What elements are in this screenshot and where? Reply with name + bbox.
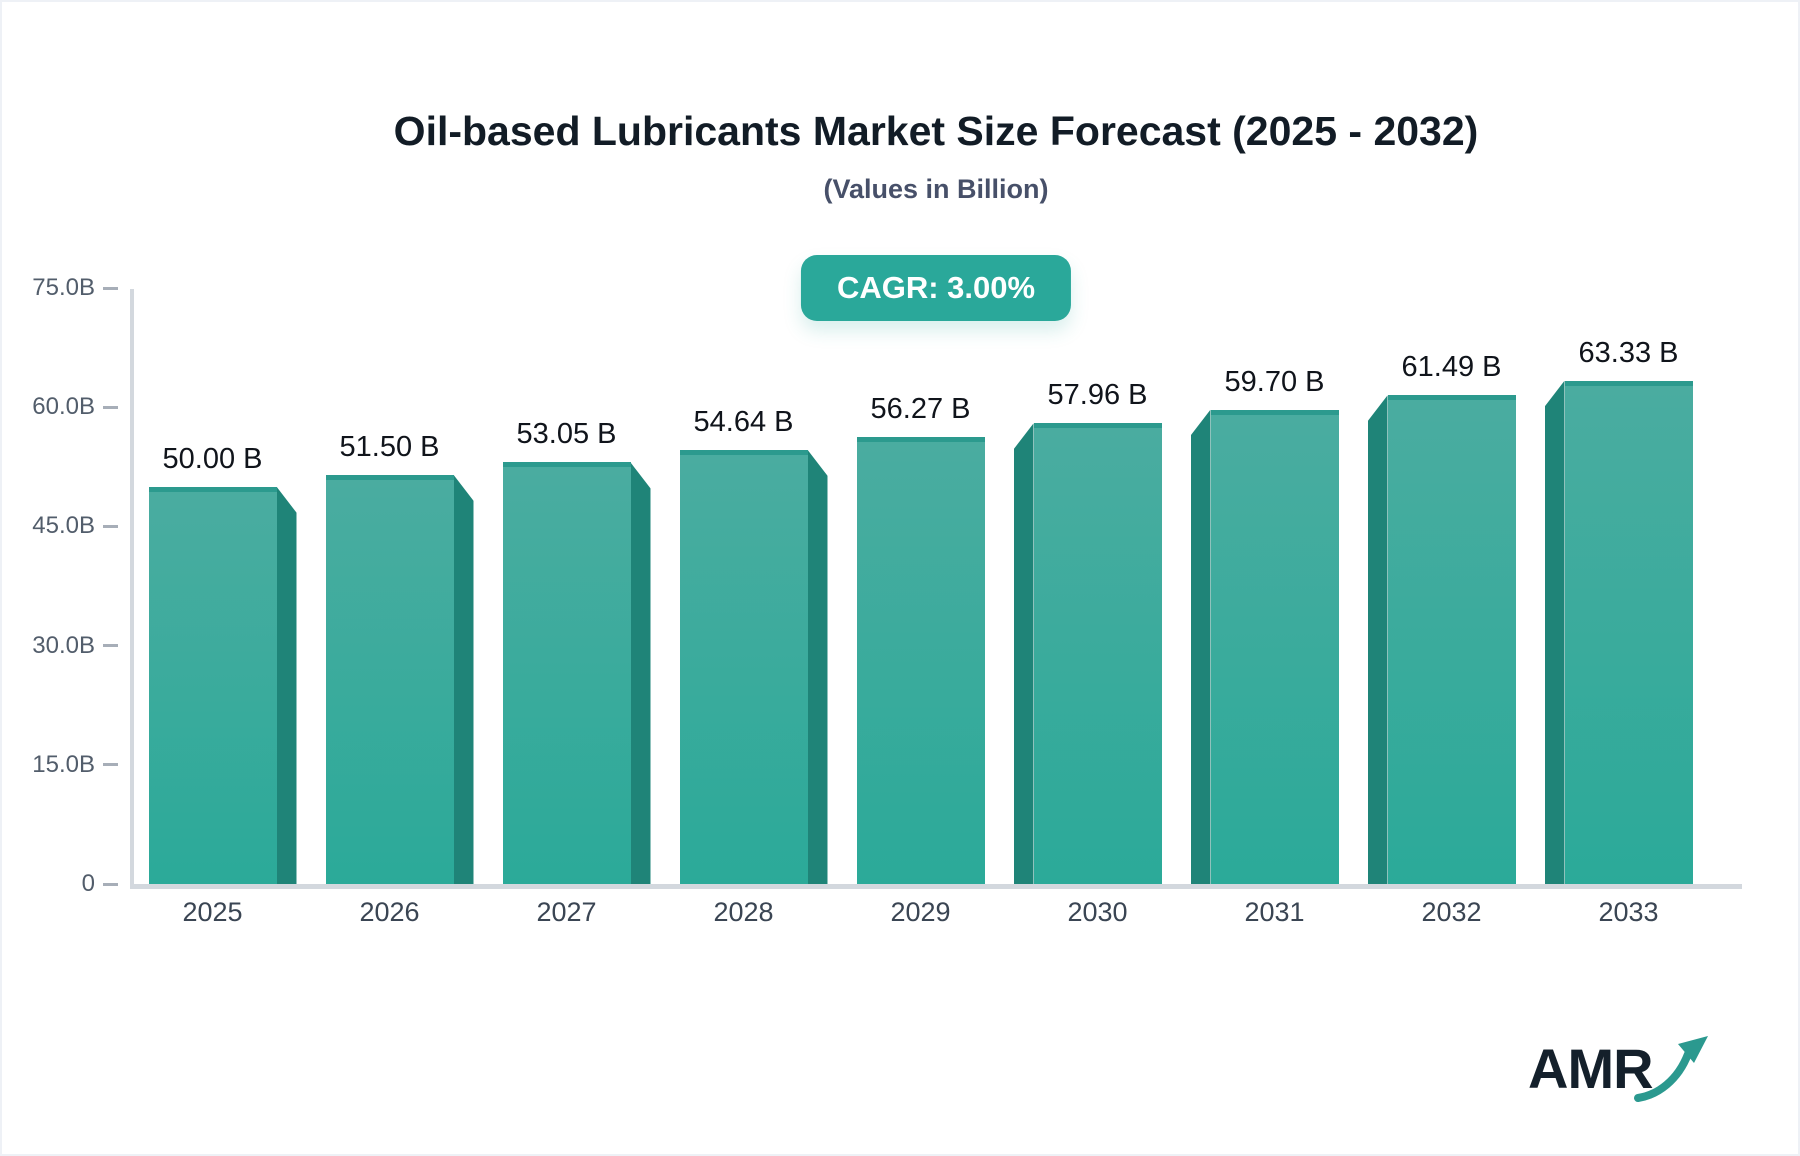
bar-value-label: 57.96 B — [1047, 379, 1148, 412]
bar-side-face — [630, 462, 651, 884]
bar-value-label: 63.33 B — [1578, 336, 1679, 369]
x-category-label: 2026 — [359, 897, 420, 927]
bar-2029 — [856, 436, 985, 884]
bar-value-label: 53.05 B — [516, 418, 617, 451]
bar-2026 — [325, 474, 454, 884]
x-category-label: 2031 — [1244, 897, 1305, 927]
x-category-label: 2030 — [1067, 897, 1128, 927]
x-category-label: 2032 — [1421, 897, 1482, 927]
x-category-label: 2029 — [890, 897, 951, 927]
bar-2025 — [148, 486, 277, 884]
y-tick-mark — [103, 882, 118, 886]
amr-logo-text: AMR — [1528, 1037, 1654, 1100]
x-category-label: 2033 — [1598, 897, 1659, 927]
chart-title: Oil-based Lubricants Market Size Forecas… — [393, 108, 1479, 154]
y-tick-mark — [103, 405, 118, 409]
y-tick-label: 45.0B — [32, 512, 95, 540]
bar-side-face — [1190, 409, 1211, 884]
bar-2032 — [1387, 395, 1516, 884]
x-category-label: 2027 — [536, 897, 597, 927]
bar-side-face — [807, 449, 828, 884]
y-tick-label: 0 — [81, 870, 95, 897]
y-tick-mark — [103, 644, 118, 648]
y-tick-label: 30.0B — [32, 631, 95, 659]
bar-value-label: 61.49 B — [1401, 351, 1502, 384]
y-tick-mark — [103, 286, 118, 290]
bar-2030 — [1033, 423, 1162, 884]
bar-value-label: 59.70 B — [1224, 365, 1325, 398]
bar-2033 — [1564, 380, 1693, 884]
bar-side-face — [1544, 380, 1565, 884]
y-tick-label: 60.0B — [32, 393, 95, 421]
bar-side-face — [1013, 423, 1034, 884]
cagr-badge: CAGR: 3.00% — [800, 255, 1072, 321]
bar-value-label: 54.64 B — [693, 405, 794, 438]
bar-side-face — [276, 486, 297, 884]
bar-value-label: 51.50 B — [339, 430, 440, 463]
x-axis-line — [130, 884, 1742, 889]
chart-subtitle: (Values in Billion) — [823, 174, 1049, 204]
bar-value-label: 56.27 B — [870, 392, 971, 425]
amr-logo: AMR — [1528, 1036, 1718, 1116]
bar-2031 — [1210, 409, 1339, 884]
x-category-label: 2025 — [182, 897, 243, 927]
y-axis-line — [130, 289, 134, 887]
y-tick-label: 15.0B — [32, 750, 95, 778]
y-tick-label: 75.0B — [32, 274, 95, 301]
growth-arrow-icon — [1634, 1036, 1708, 1102]
bar-2028 — [679, 449, 808, 884]
x-category-label: 2028 — [713, 897, 774, 927]
bar-side-face — [1367, 395, 1388, 884]
bar-2027 — [502, 462, 631, 884]
y-tick-mark — [103, 763, 118, 767]
bar-value-label: 50.00 B — [162, 442, 263, 475]
bar-side-face — [453, 474, 474, 884]
y-tick-mark — [103, 524, 118, 528]
